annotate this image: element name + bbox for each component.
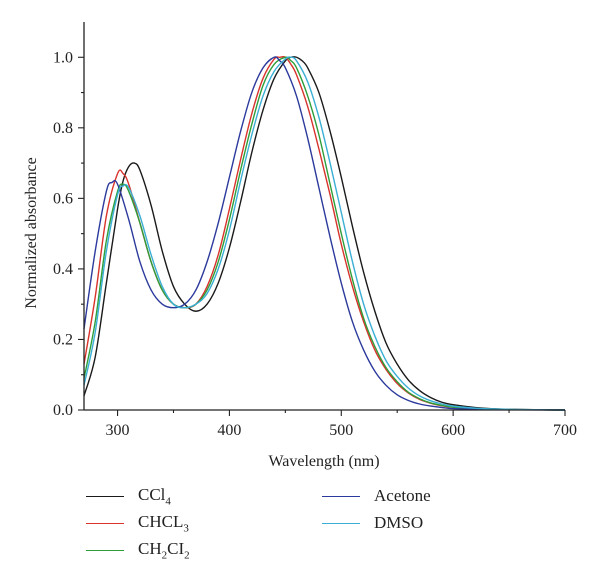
legend-item-chcl3: CHCL3: [86, 511, 189, 535]
y-axis-label: Normalized absorbance: [23, 157, 40, 308]
legend-swatch: [322, 522, 360, 524]
x-tick-label: 700: [553, 422, 577, 439]
series-line-acetone: [83, 56, 566, 411]
series-line-dmso: [83, 56, 566, 411]
y-tick-label: 1.0: [53, 49, 73, 66]
legend-swatch: [322, 495, 360, 497]
x-tick-label: 500: [329, 422, 353, 439]
y-tick-label: 0.2: [53, 331, 73, 348]
axes-layer: 300 400 500 600 700 0.0 0.2 0.4 0.6 0.8 1.0: [53, 22, 577, 439]
legend-label: CH2CI2: [138, 538, 190, 562]
legend-swatch: [86, 549, 124, 551]
series-layer: [83, 55, 566, 411]
legend-swatch: [86, 522, 124, 524]
legend-label: DMSO: [374, 513, 424, 532]
legend-item-ch2ci2: CH2CI2: [86, 538, 190, 562]
y-tick-label: 0.8: [53, 120, 73, 137]
y-tick-label: 0.0: [53, 402, 73, 419]
legend-swatch: [86, 495, 124, 497]
x-axis-label: Wavelength (nm): [268, 453, 379, 470]
x-tick-label: 600: [441, 422, 465, 439]
legend-label: CCl4: [138, 484, 171, 508]
legend-item-acetone: Acetone: [322, 486, 431, 506]
legend-label: Acetone: [374, 486, 431, 505]
x-tick-label: 400: [217, 422, 241, 439]
legend-label: CHCL3: [138, 511, 189, 535]
y-tick-label: 0.6: [53, 190, 73, 207]
x-tick-label: 300: [106, 422, 130, 439]
y-tick-label: 0.4: [53, 261, 73, 278]
series-line-ch2ci2: [83, 56, 566, 411]
legend-item-ccl4: CCl4: [86, 484, 171, 508]
legend-item-dmso: DMSO: [322, 513, 423, 533]
